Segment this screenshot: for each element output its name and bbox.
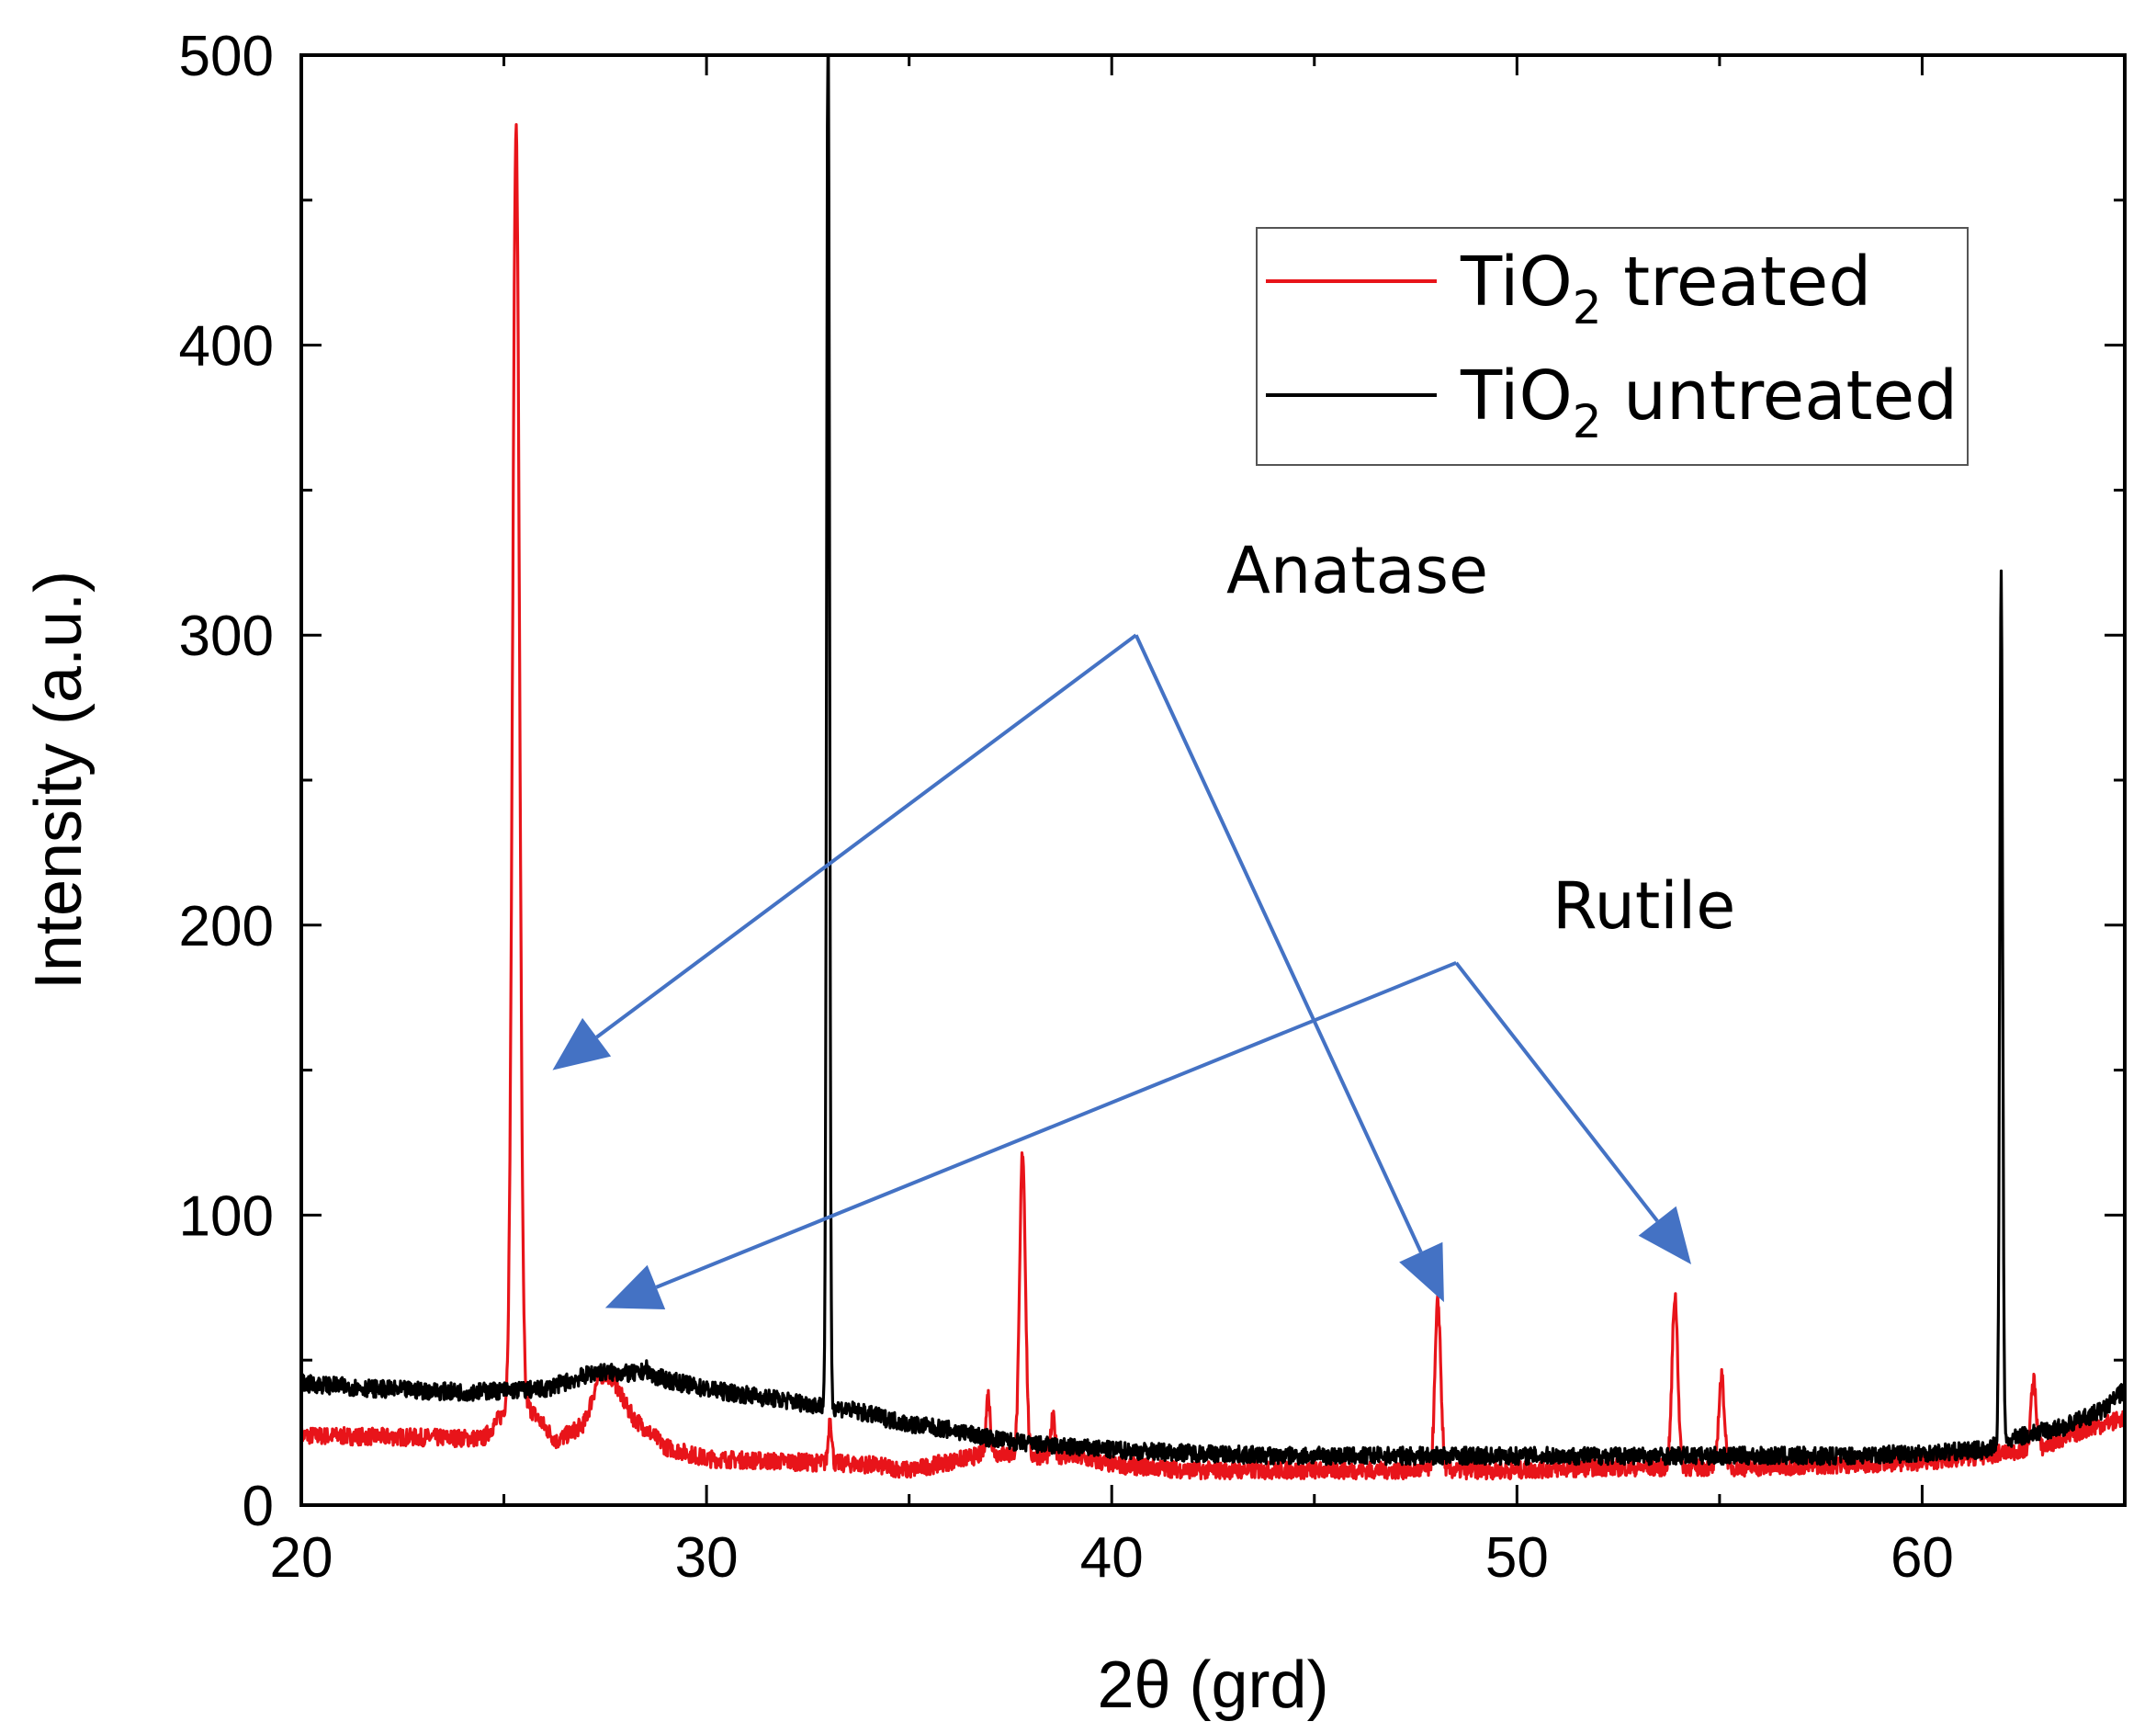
y-tick-label: 400 xyxy=(179,315,274,379)
annotation-arrowhead xyxy=(604,1264,666,1309)
annotation-arrow-line xyxy=(655,960,1457,1289)
y-tick-label: 500 xyxy=(179,25,274,88)
legend-label-treated: TiO2 treated xyxy=(1460,243,1871,334)
annotation-arrow-line xyxy=(595,633,1137,1039)
annotation-label-rutile: Rutile xyxy=(1552,868,1735,944)
y-axis-title: Intensity (a.u.) xyxy=(22,571,96,990)
series-line-untreated xyxy=(299,53,2127,1467)
tick-layer: 20 30 40 50 60 0 100 200 300 400 500 xyxy=(179,25,2127,1590)
x-tick-label: 20 xyxy=(270,1526,333,1590)
x-tick-label: 40 xyxy=(1080,1526,1144,1590)
legend-box xyxy=(1256,227,1969,466)
x-tick-label: 30 xyxy=(675,1526,739,1590)
y-tick-label: 200 xyxy=(179,895,274,958)
legend: TiO2 treated TiO2 untreated xyxy=(1256,227,1969,466)
x-tick-label: 50 xyxy=(1485,1526,1549,1590)
y-tick-label: 0 xyxy=(243,1475,274,1538)
annotation-arrow-line xyxy=(1134,634,1423,1253)
annotation-label-anatase: Anatase xyxy=(1226,533,1488,608)
annotation-arrowhead xyxy=(1399,1241,1444,1303)
x-tick-label: 60 xyxy=(1891,1526,1954,1590)
x-axis-title: 2θ (grd) xyxy=(1097,1648,1328,1722)
legend-label-untreated: TiO2 untreated xyxy=(1460,357,1958,448)
series-layer xyxy=(299,53,2127,1481)
annotation-arrowhead xyxy=(1638,1206,1692,1265)
y-tick-label: 300 xyxy=(179,605,274,668)
annotation-arrowhead xyxy=(552,1017,612,1070)
annotation-arrow-line xyxy=(1454,961,1659,1222)
annotation-layer xyxy=(552,633,1692,1309)
y-tick-label: 100 xyxy=(179,1184,274,1248)
